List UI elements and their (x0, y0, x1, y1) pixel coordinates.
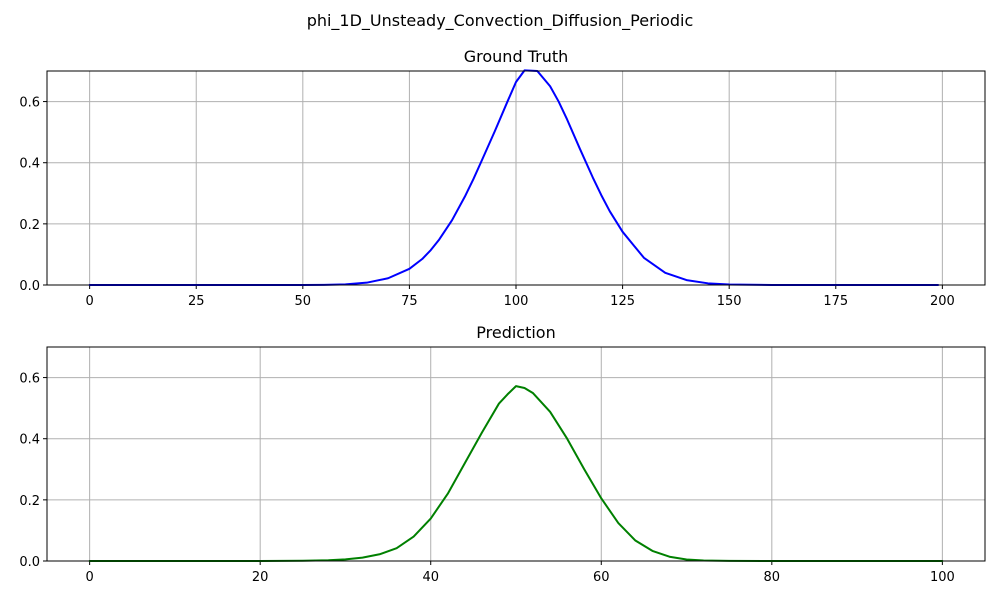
y-tick-label: 0.4 (19, 157, 40, 172)
y-tick-label: 0.4 (19, 433, 40, 448)
chart-prediction: Prediction 0 20 40 60 80 100 0.0 0.2 0.4 0.6 (19, 323, 986, 585)
x-tick-label: 0 (85, 294, 93, 309)
x-tick-label: 60 (593, 570, 610, 585)
y-tick-label: 0.0 (19, 555, 40, 570)
y-tick-label: 0.0 (19, 279, 40, 294)
figure-suptitle: phi_1D_Unsteady_Convection_Diffusion_Per… (307, 11, 694, 31)
y-tick-label: 0.2 (19, 494, 40, 509)
axes-frame (46, 346, 986, 562)
ticks: 0 20 40 60 80 100 0.0 0.2 0.4 0.6 (19, 372, 954, 585)
x-tick-label: 80 (764, 570, 781, 585)
x-tick-label: 20 (252, 570, 269, 585)
x-tick-label: 0 (85, 570, 93, 585)
y-tick-label: 0.6 (19, 372, 40, 387)
x-tick-label: 75 (401, 294, 418, 309)
x-tick-label: 125 (610, 294, 635, 309)
x-tick-label: 175 (823, 294, 848, 309)
chart-title: Ground Truth (464, 47, 569, 66)
axes-frame (46, 70, 986, 286)
x-tick-label: 50 (295, 294, 312, 309)
ticks: 0 25 50 75 100 125 150 175 200 0.0 0.2 0.4 0.6 (19, 96, 954, 309)
chart-ground-truth: Ground Truth 0 25 50 75 100 125 150 175 200 0.0 0.… (19, 47, 986, 309)
y-tick-label: 0.6 (19, 96, 40, 111)
plot-area (88, 385, 944, 562)
series-line (88, 385, 944, 562)
x-tick-label: 100 (504, 294, 529, 309)
x-tick-label: 100 (930, 570, 955, 585)
y-tick-label: 0.2 (19, 218, 40, 233)
x-tick-label: 40 (422, 570, 439, 585)
chart-title: Prediction (476, 323, 555, 342)
x-tick-label: 200 (930, 294, 955, 309)
x-tick-label: 25 (188, 294, 205, 309)
x-tick-label: 150 (717, 294, 742, 309)
